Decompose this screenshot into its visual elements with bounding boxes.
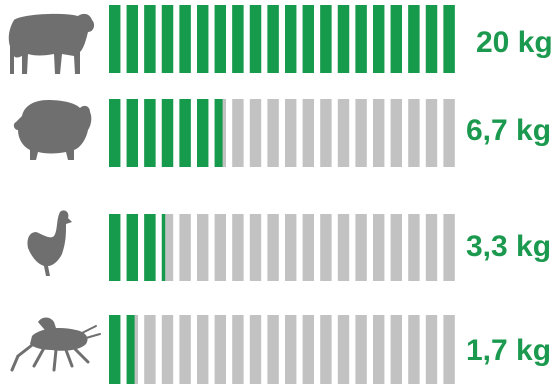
bar-segment-empty	[302, 315, 314, 384]
bar-segment-filled	[179, 5, 191, 73]
bar-segment-filled	[126, 214, 138, 281]
bar-segment-filled	[214, 99, 223, 167]
bar-segment-empty	[355, 315, 367, 384]
bar-segment-filled	[109, 5, 121, 73]
value-label-cow: 20 kg	[476, 26, 553, 59]
value-label-cricket: 1,7 kg	[466, 334, 552, 367]
bar-segment-empty	[179, 214, 191, 281]
bar-segment-empty	[302, 99, 314, 167]
bar-segment-empty	[302, 214, 314, 281]
bar-segment-empty	[232, 315, 244, 384]
cricket-icon	[10, 317, 101, 372]
bar-segment-filled	[109, 315, 121, 384]
chicken-icon	[27, 210, 72, 276]
pig-icon	[13, 100, 92, 160]
cow-icon	[8, 13, 95, 74]
bar-segment-empty	[249, 214, 262, 281]
bar-segment-filled	[214, 5, 226, 73]
bar-segment-empty	[390, 99, 402, 167]
bar-segment-empty	[232, 99, 244, 167]
bar-segment-filled	[337, 5, 350, 73]
bar-segment-empty	[249, 315, 262, 384]
bar-segment-filled	[197, 99, 209, 167]
bar-segment-empty	[390, 214, 402, 281]
bar-segment-empty	[373, 214, 385, 281]
bar-segment-filled	[320, 5, 332, 73]
bar-segment-empty	[179, 315, 191, 384]
bar-segment-empty	[285, 99, 297, 167]
bar-segment-filled	[425, 5, 438, 73]
bar-segment-empty	[337, 214, 350, 281]
value-label-chicken: 3,3 kg	[466, 230, 552, 263]
bar-segment-empty	[285, 214, 297, 281]
bar-segment-empty	[337, 315, 350, 384]
bar-segment-empty	[197, 214, 209, 281]
bar-segment-empty	[232, 214, 244, 281]
bar-segment-empty	[443, 315, 455, 384]
bar-segment-filled	[408, 5, 420, 73]
bar-segment-filled	[179, 99, 191, 167]
bar-segment-filled	[232, 5, 244, 73]
bar-segment-empty	[408, 315, 420, 384]
bar-segment-filled	[161, 99, 174, 167]
bar-segment-empty	[267, 315, 279, 384]
bar-segment-empty	[197, 315, 209, 384]
bar-segment-empty	[425, 214, 438, 281]
bar-segment-empty	[320, 99, 332, 167]
bar-segment-empty	[443, 99, 455, 167]
bar-segment-filled	[126, 315, 135, 384]
bar-segment-filled	[109, 99, 121, 167]
bar-segment-empty	[214, 214, 226, 281]
bar-segment-empty	[285, 315, 297, 384]
bar-segment-filled	[197, 5, 209, 73]
value-label-pig: 6,7 kg	[466, 114, 552, 147]
bar-segment-filled	[443, 5, 455, 73]
bar-segment-empty	[320, 214, 332, 281]
bar-row-cricket	[109, 315, 455, 384]
bar-segment-empty	[214, 315, 226, 384]
bar-segment-empty	[337, 99, 350, 167]
bar-segment-filled	[373, 5, 385, 73]
bar-segment-filled	[161, 214, 166, 281]
bar-segment-empty	[161, 315, 174, 384]
bar-segment-filled	[267, 5, 279, 73]
bar-row-pig	[109, 99, 455, 167]
bar-segment-filled	[109, 214, 121, 281]
bar-segment-empty	[425, 99, 438, 167]
bar-segment-empty	[408, 99, 420, 167]
bar-segment-empty	[425, 315, 438, 384]
bar-segment-empty	[249, 99, 262, 167]
bar-row-chicken	[109, 214, 455, 281]
bar-segment-filled	[126, 99, 138, 167]
bar-segment-empty	[267, 99, 279, 167]
bar-segment-empty	[161, 214, 174, 281]
bar-segment-filled	[249, 5, 262, 73]
bar-segment-empty	[320, 315, 332, 384]
bar-segment-filled	[355, 5, 367, 73]
bar-segment-empty	[267, 214, 279, 281]
bar-segment-empty	[144, 315, 156, 384]
bar-row-cow	[109, 5, 455, 73]
bar-segment-filled	[126, 5, 138, 73]
bar-segment-empty	[355, 214, 367, 281]
bar-segment-filled	[144, 99, 156, 167]
bar-segment-empty	[373, 315, 385, 384]
bar-segment-filled	[390, 5, 402, 73]
bar-segment-empty	[443, 214, 455, 281]
bar-segment-filled	[302, 5, 314, 73]
bar-segment-filled	[161, 5, 174, 73]
bar-segment-filled	[285, 5, 297, 73]
bar-segment-empty	[390, 315, 402, 384]
bar-segment-filled	[144, 214, 156, 281]
bar-segment-empty	[373, 99, 385, 167]
bar-segment-empty	[408, 214, 420, 281]
bar-segment-empty	[355, 99, 367, 167]
bar-segment-filled	[144, 5, 156, 73]
